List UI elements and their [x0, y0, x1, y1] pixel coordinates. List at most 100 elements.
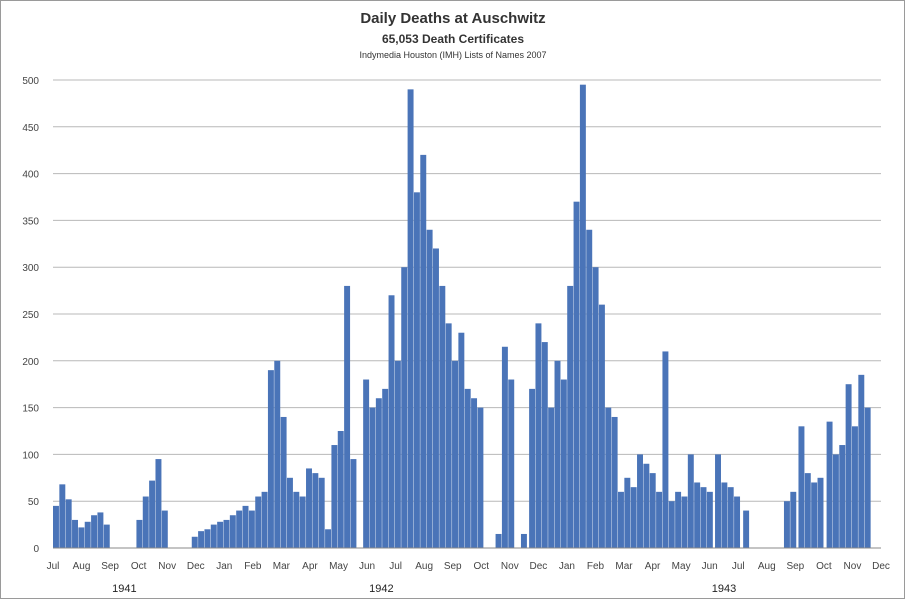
bar [662, 351, 669, 548]
y-tick-label: 150 [22, 404, 39, 415]
bar [248, 510, 255, 548]
bar [229, 515, 236, 548]
bar [267, 370, 274, 548]
bar [312, 473, 319, 548]
y-tick-label: 200 [22, 357, 39, 368]
bar [811, 482, 818, 548]
bar [858, 374, 865, 548]
bar [91, 515, 98, 548]
x-tick-label: Jan [216, 561, 232, 572]
bar [318, 477, 325, 548]
year-label: 1941 [112, 583, 136, 595]
y-tick-label: 0 [33, 544, 39, 555]
bar [407, 89, 414, 549]
bar [452, 360, 458, 548]
bar [65, 499, 72, 548]
bar [53, 505, 59, 548]
bar [845, 384, 852, 548]
x-tick-label: Oct [473, 561, 489, 572]
bar [72, 519, 78, 548]
bar [560, 379, 567, 548]
bar [161, 510, 168, 548]
bar [325, 529, 332, 548]
x-tick-label: May [672, 561, 691, 572]
bar [721, 482, 728, 548]
bar [508, 379, 515, 548]
bar [261, 491, 268, 548]
bar [445, 323, 452, 548]
x-tick-label: Jul [47, 561, 60, 572]
bar [668, 501, 675, 548]
bar [529, 388, 536, 548]
bar [567, 285, 574, 548]
bar [350, 459, 357, 548]
bar [331, 445, 338, 548]
bar [97, 512, 104, 548]
bar [142, 496, 149, 548]
bar [592, 267, 599, 548]
x-tick-label: Mar [615, 561, 633, 572]
bar-layer [53, 84, 871, 549]
x-tick-label: Jun [702, 561, 718, 572]
x-tick-label: Aug [415, 561, 433, 572]
bar [299, 496, 306, 548]
bar [78, 527, 85, 548]
bar [369, 407, 376, 548]
bar [420, 154, 427, 548]
bar [217, 521, 224, 548]
x-tick-label: Aug [758, 561, 776, 572]
bar [426, 229, 433, 548]
bar [727, 487, 734, 548]
x-tick-label: Mar [273, 561, 291, 572]
x-tick-label: Oct [816, 561, 832, 572]
bar [643, 463, 650, 548]
bar [817, 477, 824, 548]
x-tick-label: Jun [359, 561, 375, 572]
bar [743, 510, 750, 548]
bar [501, 346, 508, 548]
bar [401, 267, 408, 548]
y-tick-label: 50 [28, 497, 40, 508]
bar [656, 491, 663, 548]
bar [255, 496, 262, 548]
bar [851, 426, 858, 548]
bar [681, 496, 688, 548]
bar [103, 524, 110, 548]
x-tick-label: Dec [187, 561, 205, 572]
x-tick-label: Nov [844, 561, 862, 572]
y-tick-label: 250 [22, 310, 39, 321]
x-tick-label: Jan [559, 561, 575, 572]
x-tick-label: Apr [645, 561, 661, 572]
x-tick-label: Sep [786, 561, 804, 572]
bar [579, 84, 586, 549]
x-tick-label: Apr [302, 561, 318, 572]
bar [149, 480, 156, 548]
bar [694, 482, 701, 548]
x-tick-label: Sep [444, 561, 462, 572]
bar [839, 445, 846, 548]
bar [554, 360, 561, 548]
bar [375, 398, 382, 548]
bar [223, 519, 230, 548]
axis-layer: 0 50 100 150 200 250 300 350 400 450 500 Jul Aug Sep O… [22, 76, 890, 595]
grid-layer [53, 79, 881, 502]
bar [520, 533, 527, 548]
bar [790, 491, 797, 548]
bar [388, 295, 395, 548]
bar [155, 459, 162, 548]
y-tick-label: 450 [22, 123, 39, 134]
bar [598, 304, 605, 548]
x-tick-label: Sep [101, 561, 119, 572]
y-tick-label: 500 [22, 76, 39, 87]
y-tick-label: 350 [22, 216, 39, 227]
x-tick-label: Feb [587, 561, 605, 572]
bar [605, 407, 612, 548]
bar [344, 285, 351, 548]
bar [541, 342, 548, 548]
chart-source: Indymedia Houston (IMH) Lists of Names 2… [359, 50, 546, 60]
bar [495, 533, 502, 548]
bar [832, 454, 839, 548]
bar [630, 487, 637, 548]
bar [548, 407, 555, 548]
chart-title: Daily Deaths at Auschwitz [360, 10, 545, 27]
